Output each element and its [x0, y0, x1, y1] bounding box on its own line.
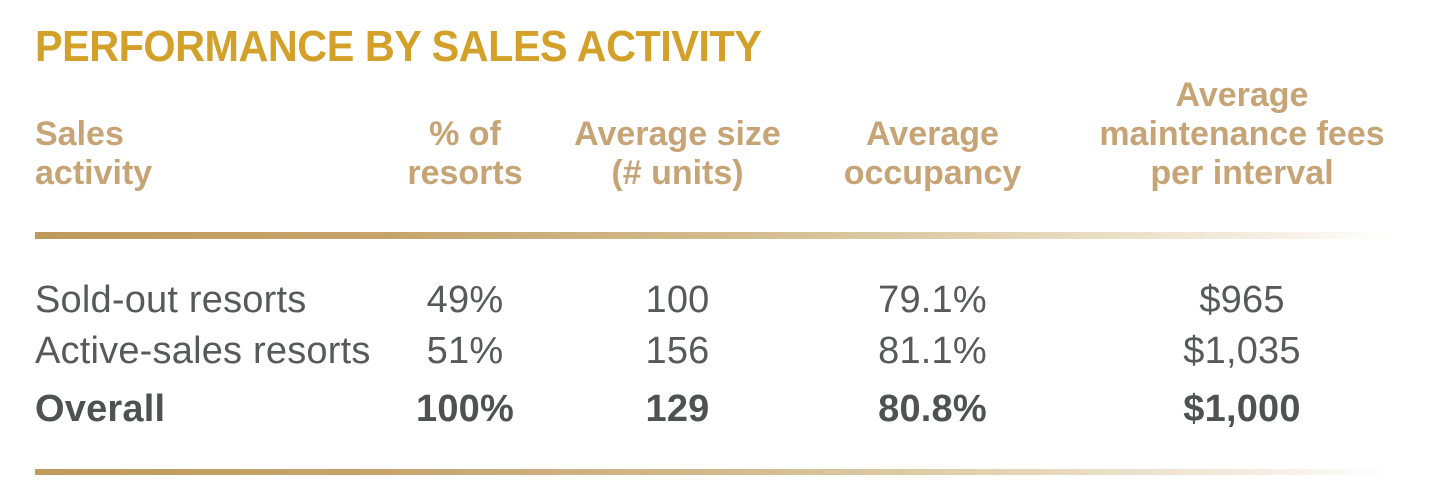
bottom-divider-rule — [35, 469, 1419, 475]
cell-avg-size: 129 — [645, 387, 710, 430]
cell-pct-of-resorts: 49% — [426, 278, 504, 321]
table-row-overall: Overall 100% 129 80.8% $1,000 — [35, 380, 1419, 438]
cell-activity: Overall — [35, 387, 166, 430]
cell-avg-occupancy: 80.8% — [878, 387, 987, 430]
cell-avg-fees: $965 — [1199, 278, 1285, 321]
cell-avg-occupancy: 81.1% — [878, 329, 987, 372]
divider-row-bottom — [35, 438, 1419, 491]
cell-avg-occupancy: 79.1% — [878, 278, 987, 321]
cell-activity: Sold-out resorts — [35, 278, 307, 321]
divider-row-top — [35, 206, 1419, 264]
table-row-sold-out-resorts: Sold-out resorts 49% 100 79.1% $965 — [35, 264, 1419, 322]
col-header-pct-of-resorts: % of resorts — [407, 115, 523, 192]
cell-pct-of-resorts: 51% — [426, 329, 504, 372]
col-header-average-size: Average size (# units) — [574, 115, 781, 192]
header-row: Sales activity % of resorts Average size… — [35, 76, 1419, 206]
col-header-sales-activity: Sales activity — [35, 115, 153, 192]
top-divider-rule — [35, 231, 1419, 239]
table-row-active-sales-resorts: Active-sales resorts 51% 156 81.1% $1,03… — [35, 322, 1419, 380]
cell-pct-of-resorts: 100% — [416, 387, 514, 430]
performance-table: Sales activity % of resorts Average size… — [35, 76, 1419, 491]
cell-avg-size: 100 — [645, 278, 710, 321]
cell-avg-fees: $1,035 — [1183, 329, 1301, 372]
cell-avg-fees: $1,000 — [1183, 387, 1301, 430]
table-header: Sales activity % of resorts Average size… — [35, 76, 1419, 206]
col-header-average-occupancy: Average occupancy — [843, 115, 1022, 192]
page-title: PERFORMANCE BY SALES ACTIVITY — [35, 22, 762, 71]
cell-activity: Active-sales resorts — [35, 329, 371, 372]
cell-avg-size: 156 — [645, 329, 710, 372]
col-header-average-maintenance-fees: Average maintenance fees per interval — [1099, 76, 1385, 192]
